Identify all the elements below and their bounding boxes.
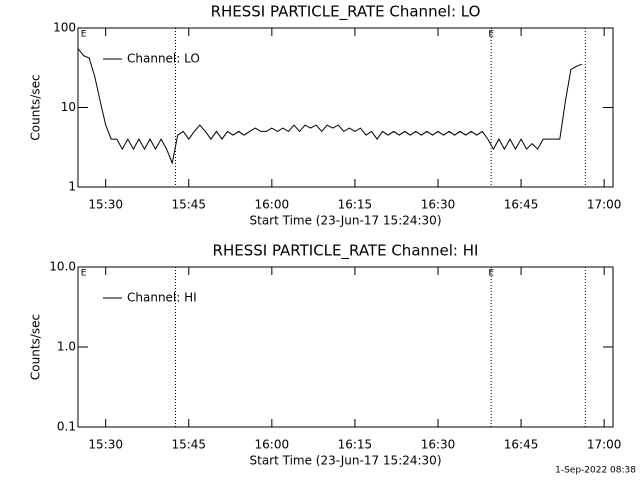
event-label: E <box>488 269 494 279</box>
x-axis-label: Start Time (23-Jun-17 15:24:30) <box>250 454 442 468</box>
x-tick-label: 15:45 <box>171 438 206 452</box>
x-tick-label: 17:00 <box>587 438 622 452</box>
y-tick-label: 10.0 <box>49 260 76 274</box>
y-tick-label: 1.0 <box>57 340 76 354</box>
y-tick-label: 10 <box>61 100 76 114</box>
legend-label: Channel: LO <box>127 52 200 66</box>
chart-title: RHESSI PARTICLE_RATE Channel: HI <box>213 242 479 261</box>
event-label: E <box>81 30 87 40</box>
x-tick-label: 15:30 <box>88 438 123 452</box>
event-label: E <box>488 30 494 40</box>
x-tick-label: 16:30 <box>421 198 456 212</box>
x-tick-label: 16:30 <box>421 438 456 452</box>
chart-title: RHESSI PARTICLE_RATE Channel: LO <box>211 3 481 22</box>
y-axis-label: Counts/sec <box>29 314 43 380</box>
x-tick-label: 16:00 <box>255 438 290 452</box>
x-tick-label: 17:00 <box>587 198 622 212</box>
x-tick-label: 16:15 <box>338 438 373 452</box>
x-tick-label: 16:45 <box>504 438 539 452</box>
x-tick-label: 15:45 <box>171 198 206 212</box>
x-tick-label: 16:45 <box>504 198 539 212</box>
event-label: E <box>81 269 87 279</box>
x-tick-label: 16:00 <box>255 198 290 212</box>
y-axis-label: Counts/sec <box>29 74 43 140</box>
footer: 1-Sep-2022 08:38 <box>555 466 636 476</box>
legend-label: Channel: HI <box>127 291 197 305</box>
data-line <box>77 48 583 165</box>
y-tick-label: 100 <box>53 21 76 35</box>
y-tick-label: 0.1 <box>57 420 76 434</box>
x-tick-label: 15:30 <box>88 198 123 212</box>
y-tick-label: 1 <box>68 180 76 194</box>
x-axis-label: Start Time (23-Jun-17 15:24:30) <box>250 214 442 228</box>
x-tick-label: 16:15 <box>338 198 373 212</box>
